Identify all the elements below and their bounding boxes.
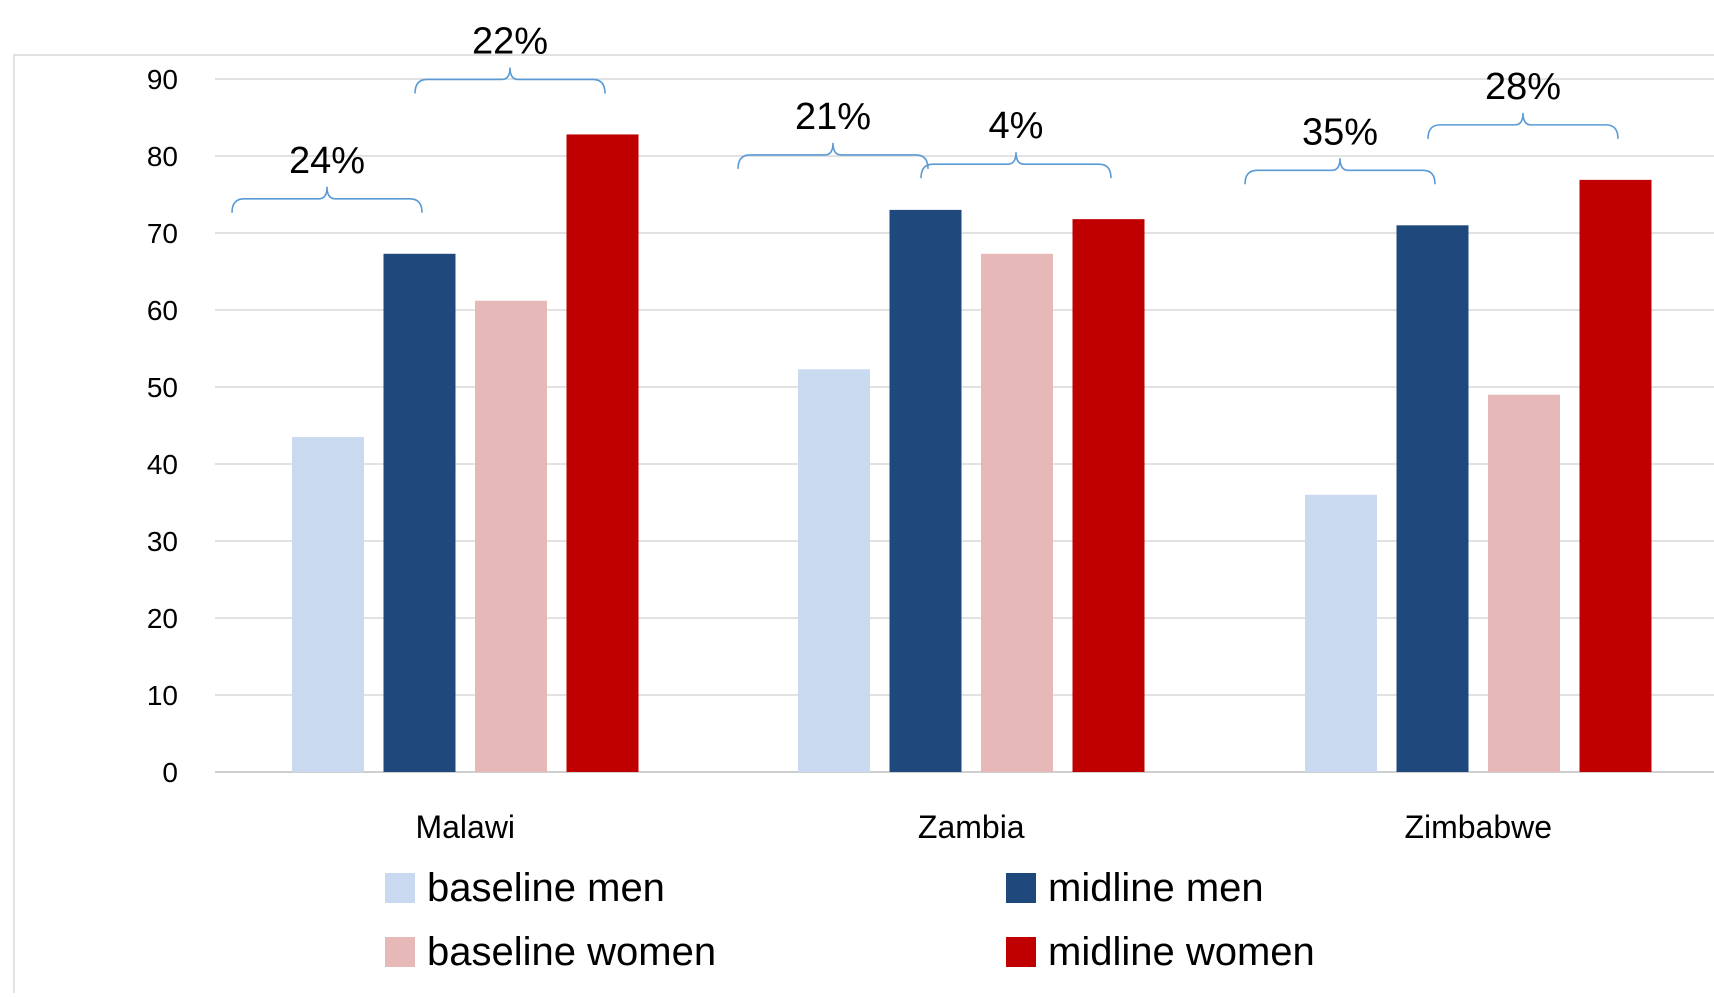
change-annotations: 24% 22% 21% 4% 35% 28% [231,20,1619,213]
bar [1396,225,1469,773]
change-label: 28% [1485,66,1561,108]
bar [889,209,962,772]
x-axis-labels: Malawi Zambia Zimbabwe [415,809,1552,845]
bracket [1244,158,1436,185]
bar [798,369,870,772]
legend-swatch [1006,937,1036,967]
bar [1072,219,1145,772]
y-tick-label: 10 [147,680,178,711]
bar [383,253,456,773]
legend-label: baseline men [427,866,665,910]
bar [292,437,364,772]
y-tick-label: 70 [147,218,178,249]
legend: baseline men midline men baseline women mid… [385,866,1315,974]
legend-swatch [385,937,415,967]
legend-label: baseline women [427,930,716,974]
y-tick-label: 90 [147,64,178,95]
legend-swatch [1006,873,1036,903]
legend-label: midline men [1048,866,1264,910]
change-label: 22% [472,20,548,62]
change-label: 35% [1302,111,1378,153]
bracket [920,152,1112,179]
bar [566,134,639,772]
legend-label: midline women [1048,930,1315,974]
bracket [1427,112,1619,139]
change-label: 4% [989,105,1044,147]
x-tick-label: Malawi [415,809,515,845]
bracket [414,67,606,94]
bar [1488,394,1560,772]
change-label: 21% [795,96,871,138]
change-label: 24% [289,140,365,182]
y-tick-label: 20 [147,603,178,634]
y-tick-label: 0 [162,757,178,788]
y-tick-label: 60 [147,295,178,326]
x-tick-label: Zimbabwe [1404,809,1552,845]
y-tick-label: 30 [147,526,178,557]
bar [1579,179,1652,772]
bar [981,253,1053,773]
y-tick-label: 40 [147,449,178,480]
bar [1305,494,1377,772]
y-tick-label: 80 [147,141,178,172]
bracket [231,186,423,213]
bracket [737,142,929,169]
bars [292,134,1652,773]
legend-swatch [385,873,415,903]
x-tick-label: Zambia [918,809,1025,845]
y-axis-ticks: 0 10 20 30 40 50 60 70 80 90 [147,64,178,788]
bar [475,300,547,772]
y-tick-label: 50 [147,372,178,403]
